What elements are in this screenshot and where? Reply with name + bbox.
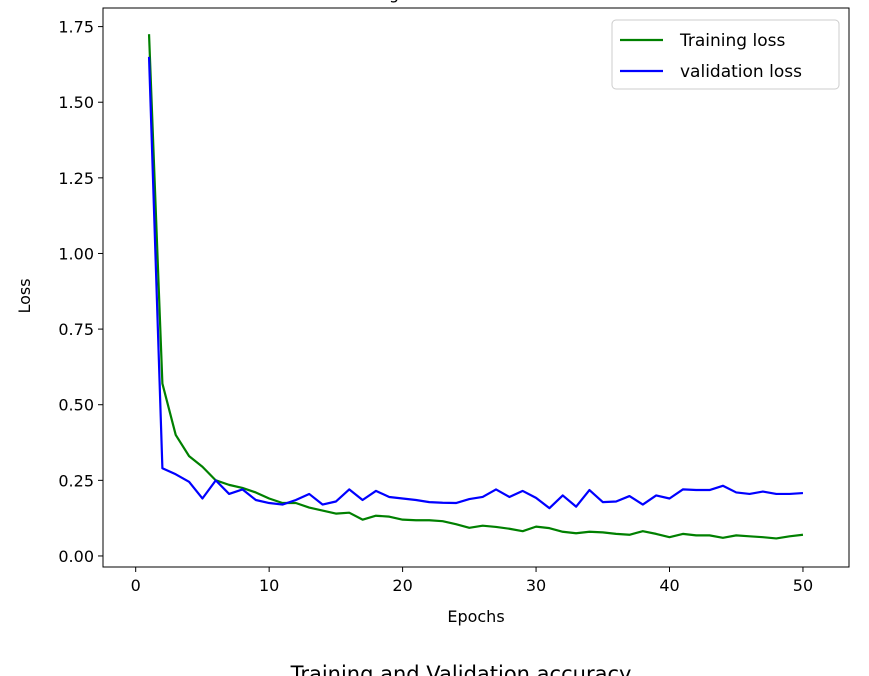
y-axis-title: Loss [15, 278, 34, 313]
y-tick-label: 0.25 [58, 471, 94, 490]
y-tick-label: 0.75 [58, 320, 94, 339]
legend-box [611, 19, 840, 90]
plot-frame [102, 7, 850, 568]
y-tick-label: 1.50 [58, 93, 94, 112]
y-tick-label: 1.00 [58, 244, 94, 263]
x-tick-label: 10 [259, 576, 279, 595]
y-tick-label: 0.00 [58, 547, 94, 566]
legend-label: Training loss [679, 31, 785, 51]
next-chart-title: Training and Validation accuracy [290, 662, 632, 676]
x-tick-label: 0 [131, 576, 141, 595]
previous-chart-title-fragment: g [389, 0, 399, 3]
series-line-validation-loss [147, 56, 804, 510]
series-line-training-loss [147, 34, 804, 540]
legend-label: validation loss [680, 62, 802, 82]
x-tick-label: 40 [659, 576, 679, 595]
y-tick-label: 0.50 [58, 396, 94, 415]
legend: Training loss validation loss [611, 19, 840, 90]
y-tick-label: 1.25 [58, 169, 94, 188]
y-tick-label: 1.75 [58, 18, 94, 37]
x-axis-title: Epochs [447, 607, 504, 626]
plot-area: 0 10 20 30 40 50 0.00 0.25 0.50 0.75 1.00 1.25 1.50 1… [58, 7, 850, 595]
x-tick-label: 30 [526, 576, 546, 595]
x-tick-label: 50 [793, 576, 813, 595]
x-tick-label: 20 [392, 576, 412, 595]
